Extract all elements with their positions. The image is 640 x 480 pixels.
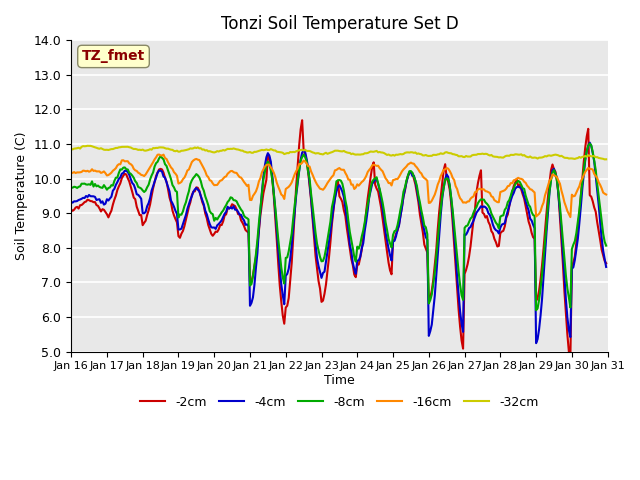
-4cm: [67, 199, 75, 205]
Line: -16cm: -16cm: [71, 155, 606, 217]
-8cm: [301, 154, 309, 160]
-4cm: [532, 340, 540, 346]
Line: -4cm: -4cm: [71, 143, 606, 343]
-2cm: [133, 204, 141, 210]
-32cm: [134, 147, 142, 153]
-32cm: [84, 143, 92, 149]
Text: TZ_fmet: TZ_fmet: [82, 49, 145, 63]
-2cm: [67, 207, 75, 213]
-32cm: [303, 148, 310, 154]
-8cm: [133, 180, 141, 186]
-2cm: [602, 260, 610, 266]
-4cm: [586, 140, 593, 145]
-8cm: [67, 185, 75, 191]
-4cm: [301, 149, 309, 155]
Line: -2cm: -2cm: [71, 120, 606, 358]
-8cm: [253, 237, 261, 243]
-4cm: [244, 223, 252, 229]
-16cm: [255, 179, 263, 184]
-8cm: [602, 243, 610, 249]
-16cm: [303, 161, 310, 167]
-32cm: [246, 149, 254, 155]
-8cm: [532, 307, 540, 313]
-2cm: [253, 241, 261, 247]
Legend: -2cm, -4cm, -8cm, -16cm, -32cm: -2cm, -4cm, -8cm, -16cm, -32cm: [135, 391, 543, 414]
Y-axis label: Soil Temperature (C): Soil Temperature (C): [15, 132, 28, 260]
-2cm: [227, 204, 234, 210]
-32cm: [255, 148, 263, 154]
-16cm: [602, 192, 610, 197]
-32cm: [67, 146, 75, 152]
-4cm: [253, 250, 261, 256]
-8cm: [586, 141, 593, 146]
-16cm: [67, 170, 75, 176]
-16cm: [575, 183, 583, 189]
-4cm: [574, 236, 582, 242]
Line: -32cm: -32cm: [71, 146, 606, 159]
Line: -8cm: -8cm: [71, 144, 606, 310]
-16cm: [133, 168, 141, 174]
Title: Tonzi Soil Temperature Set D: Tonzi Soil Temperature Set D: [221, 15, 458, 33]
-8cm: [574, 219, 582, 225]
-2cm: [566, 355, 574, 361]
-2cm: [298, 117, 306, 123]
-4cm: [227, 204, 234, 210]
-32cm: [574, 155, 582, 161]
-4cm: [133, 192, 141, 197]
-8cm: [244, 216, 252, 222]
-4cm: [602, 264, 610, 270]
-2cm: [303, 158, 310, 164]
-8cm: [227, 194, 234, 200]
-16cm: [246, 197, 254, 203]
-2cm: [575, 211, 583, 217]
X-axis label: Time: Time: [324, 374, 355, 387]
-32cm: [602, 156, 610, 162]
-16cm: [156, 152, 163, 157]
-32cm: [228, 146, 236, 152]
-32cm: [601, 156, 609, 162]
-16cm: [228, 168, 236, 174]
-2cm: [244, 229, 252, 235]
-16cm: [566, 214, 574, 220]
